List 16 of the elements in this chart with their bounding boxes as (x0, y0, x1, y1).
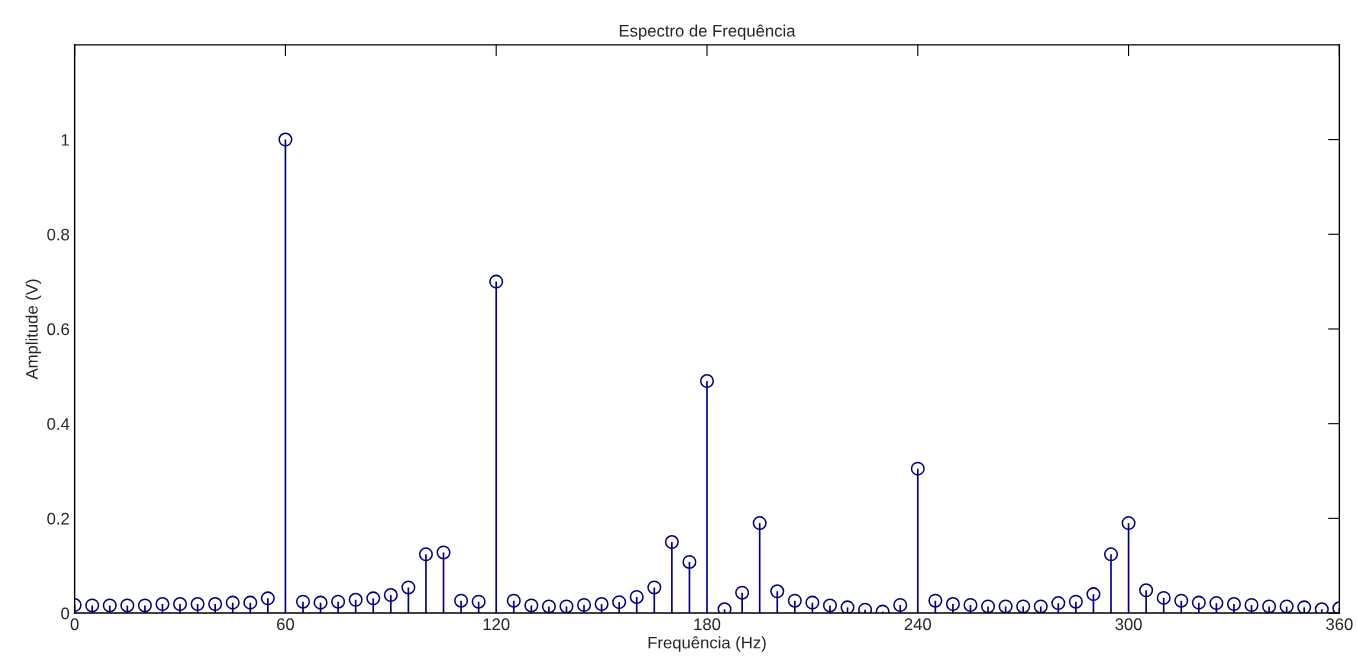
y-tick-label: 0.6 (47, 323, 70, 336)
chart-title: Espectro de Frequência (619, 24, 796, 41)
y-tick-label: 1 (61, 134, 69, 146)
x-axis-title: Frequência (Hz) (648, 636, 766, 652)
x-tick-label: 240 (904, 618, 932, 631)
y-tick-label: 0.2 (47, 512, 69, 525)
x-tick-label: 60 (277, 618, 295, 631)
y-tick-label: 0.4 (47, 418, 70, 430)
y-axis-title: Amplitude (V) (25, 279, 42, 380)
y-tick-label: 0.8 (47, 228, 70, 241)
y-tick-label: 0 (61, 607, 70, 620)
x-tick-label: 180 (694, 618, 721, 631)
x-tick-label: 0 (70, 618, 79, 631)
x-tick-label: 360 (1326, 618, 1353, 631)
x-tick-label: 120 (483, 618, 510, 631)
x-tick-label: 300 (1115, 618, 1142, 631)
